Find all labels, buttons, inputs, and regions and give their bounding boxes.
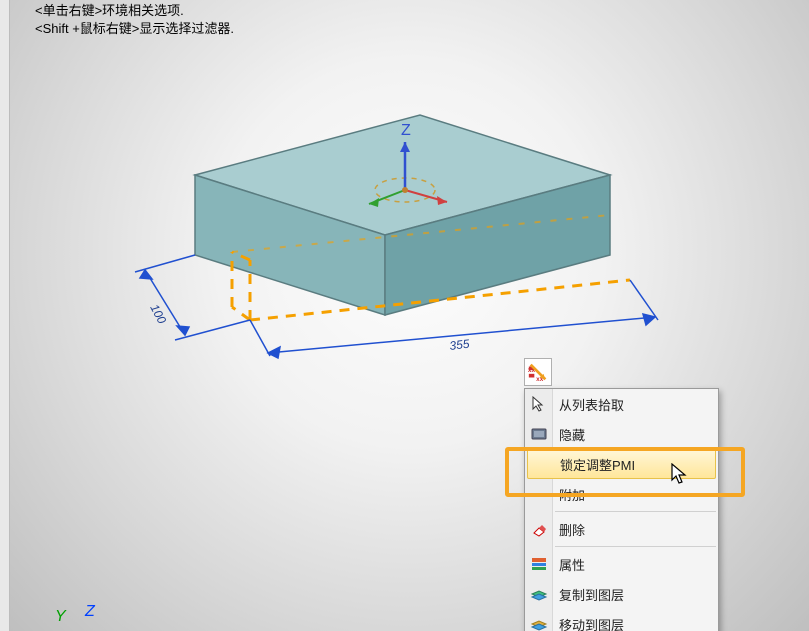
dimension-width-label[interactable]: 355 bbox=[449, 337, 471, 353]
ctx-item-label: 移动到图层 bbox=[559, 615, 624, 631]
ctx-item-label: 复制到图层 bbox=[559, 585, 624, 604]
ctx-item-copy-to-layer[interactable]: 复制到图层 bbox=[525, 579, 718, 609]
context-menu-header-icon: xx xx bbox=[524, 358, 552, 386]
triad-z-label: Z bbox=[401, 122, 411, 139]
ctx-item-label: 隐藏 bbox=[559, 425, 585, 444]
ctx-item-label: 从列表拾取 bbox=[559, 395, 624, 414]
left-gutter bbox=[0, 0, 10, 631]
ctx-item-hide[interactable]: 隐藏 bbox=[525, 419, 718, 449]
cursor-pick-icon bbox=[529, 394, 549, 414]
ctx-item-lock-adjust-pmi[interactable]: 锁定调整PMI bbox=[527, 449, 716, 479]
context-menu[interactable]: 从列表拾取 隐藏 锁定调整PMI 附加 删除 bbox=[524, 388, 719, 631]
ctx-item-label: 删除 bbox=[559, 520, 585, 539]
context-menu-separator bbox=[555, 546, 716, 547]
axis-y-label: Y bbox=[55, 608, 66, 626]
move-layer-icon bbox=[529, 614, 549, 631]
ctx-item-attach[interactable]: 附加 bbox=[525, 479, 718, 509]
ctx-item-label: 锁定调整PMI bbox=[560, 455, 635, 474]
ctx-item-pick-from-list[interactable]: 从列表拾取 bbox=[525, 389, 718, 419]
3d-viewport[interactable]: <单击右键>环境相关选项. <Shift +鼠标右键>显示选择过滤器. bbox=[10, 0, 809, 631]
ctx-item-label: 附加 bbox=[559, 485, 585, 504]
attach-icon bbox=[529, 484, 549, 504]
ctx-item-move-to-layer[interactable]: 移动到图层 bbox=[525, 609, 718, 631]
ctx-item-delete[interactable]: 删除 bbox=[525, 514, 718, 544]
blank-icon bbox=[530, 454, 550, 474]
ctx-item-properties[interactable]: 属性 bbox=[525, 549, 718, 579]
properties-icon bbox=[529, 554, 549, 574]
ctx-item-label: 属性 bbox=[559, 555, 585, 574]
copy-layer-icon bbox=[529, 584, 549, 604]
eraser-icon bbox=[529, 519, 549, 539]
context-menu-separator bbox=[555, 511, 716, 512]
axis-z-label: Z bbox=[85, 603, 95, 621]
hide-icon bbox=[529, 424, 549, 444]
